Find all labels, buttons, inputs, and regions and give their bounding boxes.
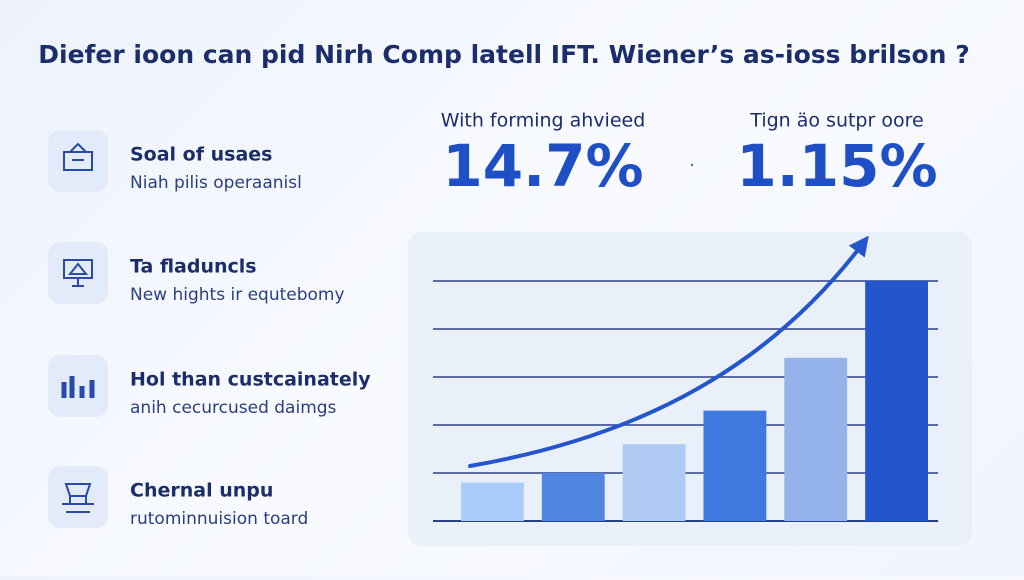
feature-subtitle: anih cecurcused daimgs xyxy=(130,398,337,418)
stat-value: 1.15% xyxy=(736,132,937,200)
icon xyxy=(63,142,93,171)
bar xyxy=(622,444,686,521)
bar xyxy=(461,482,524,521)
feature-title: Ta fladuncls xyxy=(130,256,257,278)
icon xyxy=(61,376,95,398)
stat-label: Tign äo sutpr oore xyxy=(749,110,923,132)
bar xyxy=(703,410,767,521)
feature-subtitle: New hights ir equtebomy xyxy=(130,285,345,305)
feature-title: Chernal unpu xyxy=(130,480,273,502)
icon xyxy=(62,483,94,513)
stat-value: 14.7% xyxy=(442,132,643,200)
icon-box xyxy=(48,355,108,417)
bar xyxy=(541,473,605,521)
feature-title: Soal of usaes xyxy=(130,144,272,166)
feature-subtitle: Niah pilis operaanisl xyxy=(130,173,302,193)
bar xyxy=(784,357,848,521)
feature-subtitle: rutominnuision toard xyxy=(130,509,308,529)
title: Diefer ioon can pid Nirh Comp latell IFT… xyxy=(38,40,969,69)
bar xyxy=(865,281,928,521)
feature-title: Hol than custcainately xyxy=(130,369,371,391)
icon xyxy=(63,259,93,287)
stat-label: With forming ahvieed xyxy=(441,110,646,132)
separator: · xyxy=(689,155,695,176)
trend-arrow xyxy=(468,235,869,468)
